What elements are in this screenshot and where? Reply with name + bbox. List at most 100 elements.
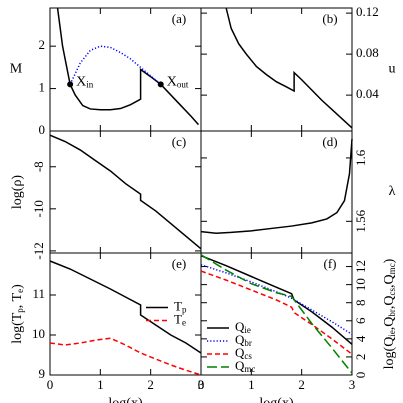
y-axis-label: log(Qie,Qbr,Qcs,Qmc) <box>382 258 397 369</box>
data-line <box>56 7 200 126</box>
y-tick-label: 0 <box>39 122 46 137</box>
y-tick-label: 11 <box>32 286 45 301</box>
panel-frame <box>200 130 353 254</box>
y-tick-label: 0.04 <box>356 86 379 101</box>
y-axis-label: λ <box>389 184 396 199</box>
legend-label-part: ie <box>244 325 251 335</box>
y-axis-label: u <box>389 62 396 77</box>
y-axis-label-part: M <box>10 62 23 77</box>
y-tick-label: 12 <box>353 260 368 273</box>
y-tick-label: 2 <box>353 354 368 361</box>
x-tick-label: 2 <box>298 377 305 392</box>
y-tick-label: 0 <box>353 372 368 379</box>
y-tick-label: 1 <box>39 80 46 95</box>
legend-label-part: Q <box>235 358 245 373</box>
legend-label: Qcs <box>235 345 252 361</box>
y-axis-label: log(ρ) <box>10 175 25 210</box>
panel-frame <box>200 252 353 376</box>
panel-label: (f) <box>324 256 337 271</box>
x-tick-label: 3 <box>349 377 356 392</box>
y-axis-label-part: mc <box>387 263 397 274</box>
data-line <box>200 254 353 374</box>
point-label-part: in <box>86 79 94 89</box>
y-tick-label: -8 <box>31 161 46 172</box>
y-axis-label-part: p <box>15 308 25 313</box>
x-tick-label: 0 <box>47 377 54 392</box>
y-axis-label-part: br <box>387 309 397 317</box>
y-axis-label-part: ) <box>382 258 397 263</box>
legend-label: Qie <box>235 319 251 335</box>
y-axis-label-part: ,Q <box>382 295 397 309</box>
panel-frame <box>49 130 202 254</box>
data-line <box>200 270 353 355</box>
y-axis-label-part: , T <box>10 292 25 308</box>
legend-label: Qbr <box>235 332 252 348</box>
legend-label: Qmc <box>235 358 255 374</box>
y-axis-label: log(Tp, Te) <box>10 284 25 344</box>
y-tick-label: 0.08 <box>356 45 379 60</box>
data-line <box>49 337 202 376</box>
panel-label: (b) <box>322 11 337 26</box>
panel-label: (a) <box>172 11 186 26</box>
legend-label-part: p <box>182 305 187 315</box>
y-tick-label: -12 <box>31 242 46 259</box>
legend-label-part: cs <box>244 351 252 361</box>
legend-label-part: mc <box>244 364 255 374</box>
y-axis-label-part: λ <box>389 184 396 199</box>
y-axis-label-part: ,Q <box>382 274 397 288</box>
y-tick-label: 10 <box>353 278 368 291</box>
x-tick-label: 1 <box>248 377 255 392</box>
x-axis-label: log(x) <box>259 396 294 403</box>
y-axis-label-part: ie <box>387 330 397 337</box>
y-tick-label: 4 <box>353 335 368 342</box>
y-tick-label: 8 <box>353 299 368 306</box>
y-axis-label-part: e <box>15 289 25 293</box>
x-tick-label: 2 <box>147 377 154 392</box>
legend-label-part: Q <box>235 345 245 360</box>
panel-label: (c) <box>172 134 186 149</box>
y-axis-label-part: u <box>389 62 396 77</box>
y-axis-label: M <box>10 62 23 77</box>
legend-label-part: br <box>244 338 252 348</box>
y-axis-label-part: ,Q <box>382 317 397 331</box>
legend-label-part: T <box>174 311 182 326</box>
data-line <box>49 260 202 354</box>
legend-label: Te <box>174 311 186 327</box>
x-tick-label: 0 <box>198 377 205 392</box>
y-axis-label-part: cs <box>387 287 397 295</box>
legend-label: Tp <box>174 298 187 314</box>
panel-label: (e) <box>172 256 186 271</box>
y-tick-label: 1.6 <box>353 149 368 166</box>
point-label-part: X <box>167 75 177 90</box>
y-tick-label: 10 <box>32 326 45 341</box>
point-label: Xin <box>76 75 94 90</box>
marker-point <box>67 81 74 88</box>
y-axis-label-part: log(ρ) <box>10 175 25 210</box>
x-tick-label: 1 <box>97 377 104 392</box>
y-axis-label-part: log(T <box>10 312 25 344</box>
y-axis-label-part: log(Q <box>382 337 397 370</box>
panel-frame <box>200 7 353 132</box>
point-label-part: out <box>177 79 189 89</box>
legend-label-part: Q <box>235 332 245 347</box>
legend-label-part: Q <box>235 319 245 334</box>
y-tick-label: 1.56 <box>353 209 368 232</box>
panel-label: (d) <box>322 134 337 149</box>
y-tick-label: 2 <box>39 37 46 52</box>
legend-label-part: T <box>174 298 182 313</box>
marker-point <box>157 81 164 88</box>
data-line <box>49 134 202 250</box>
x-tick-label: 3 <box>198 377 205 392</box>
x-axis-label: log(x) <box>108 396 143 403</box>
panel-frame <box>49 7 202 132</box>
y-tick-label: 6 <box>353 317 368 324</box>
point-label: Xout <box>167 75 189 90</box>
data-line <box>200 138 353 234</box>
y-tick-label: 9 <box>39 366 46 381</box>
y-tick-label: 0.12 <box>356 4 379 19</box>
legend-label-part: e <box>182 318 186 328</box>
data-line <box>225 7 353 129</box>
data-line <box>200 255 353 345</box>
point-label-part: X <box>76 75 86 90</box>
